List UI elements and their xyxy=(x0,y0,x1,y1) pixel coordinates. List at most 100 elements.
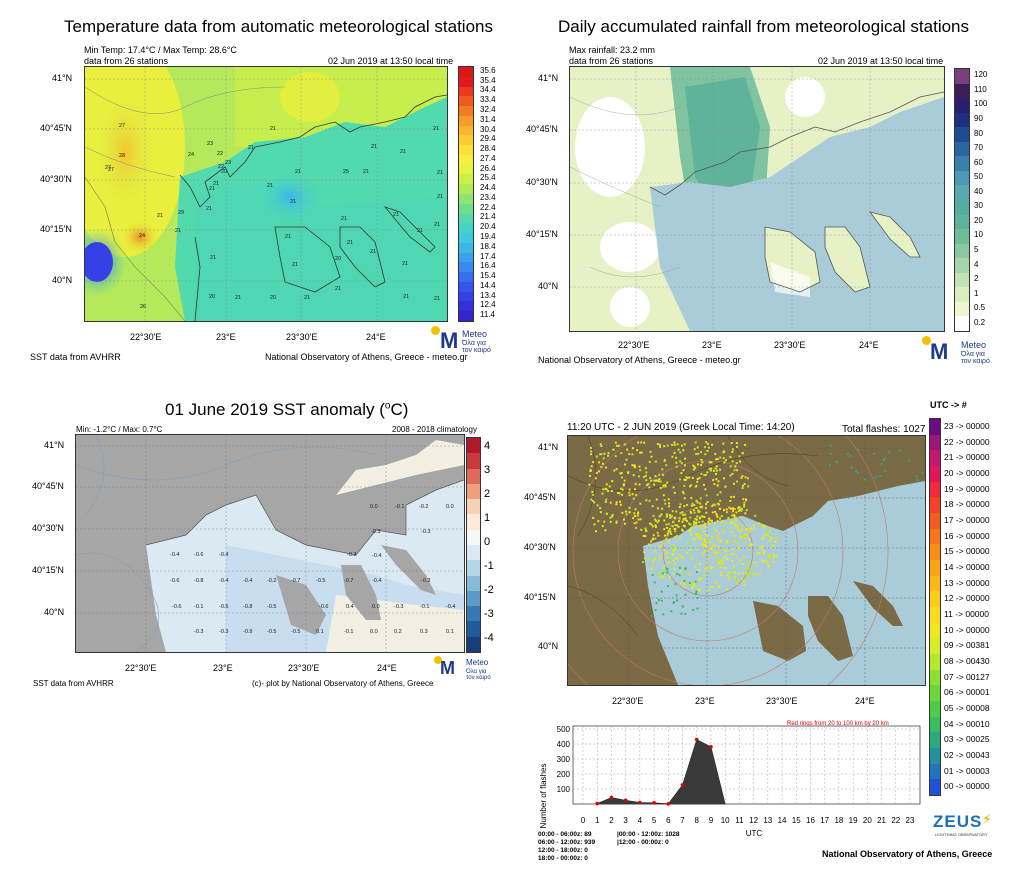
flash-dot xyxy=(768,529,771,532)
flash-dot xyxy=(686,503,689,506)
flash-dot xyxy=(712,503,715,506)
temp-map[interactable]: 27 27 28 27 24 23 22 23 20 22 21 21 21 21 21 21 21 25 21 21… xyxy=(84,66,448,322)
flash-dot xyxy=(724,485,727,488)
flash-dot xyxy=(680,472,683,475)
flash-dot xyxy=(716,458,719,461)
flash-dot xyxy=(690,484,693,487)
flash-dot xyxy=(681,520,684,523)
anomaly-value: -0.7 xyxy=(291,578,300,584)
flash-dot xyxy=(713,527,716,530)
flash-dot xyxy=(637,441,640,444)
hist-xtick: 0 xyxy=(581,816,586,825)
flash-dot xyxy=(725,549,728,552)
flash-dot xyxy=(610,489,613,492)
flash-dot xyxy=(624,510,627,513)
flash-dot xyxy=(880,462,883,465)
flash-dot xyxy=(665,464,668,467)
anomaly-value: -0.9 xyxy=(243,629,252,635)
flash-dot xyxy=(688,529,691,532)
flash-dot xyxy=(668,528,671,531)
temp-colorbar-label: 23.4 xyxy=(480,192,496,202)
flash-dot xyxy=(683,525,686,528)
hist-xtick: 15 xyxy=(792,816,801,825)
flash-dot xyxy=(590,453,593,456)
flash-dot xyxy=(768,538,771,541)
flash-dot xyxy=(666,526,669,529)
flash-dot xyxy=(719,559,722,562)
flash-dot xyxy=(727,571,730,574)
flash-dot xyxy=(631,464,634,467)
flash-dot xyxy=(640,528,643,531)
flash-dot xyxy=(663,458,666,461)
temp-colorbar-label: 33.4 xyxy=(480,95,496,105)
flash-dot xyxy=(708,541,711,544)
flash-dot xyxy=(705,503,708,506)
meteo-logo-tag1: Όλα για xyxy=(466,669,487,675)
anomaly-value: -0.6 xyxy=(172,604,181,610)
flash-dot xyxy=(709,574,712,577)
sst-map[interactable]: 0.0 -0.1 -0.2 0.0 -0.3 -0.3 -0.4 -0.6 -0.4 -0.3 -0… xyxy=(75,434,465,653)
temp-colorbar-label: 31.4 xyxy=(480,114,496,124)
flash-dot xyxy=(693,538,696,541)
anomaly-value: -0.3 xyxy=(219,629,228,635)
flash-dot xyxy=(742,535,745,538)
flash-dot xyxy=(600,445,603,448)
flash-dot xyxy=(659,486,662,489)
flash-dot xyxy=(744,476,747,479)
anomaly-value: -0.3 xyxy=(371,529,380,535)
flash-dot xyxy=(628,452,631,455)
flash-dot xyxy=(715,530,718,533)
flash-dot xyxy=(695,453,698,456)
flash-dot xyxy=(628,506,631,509)
rain-colorbar-cell xyxy=(955,170,969,186)
rain-colorbar-label: 40 xyxy=(974,186,983,196)
sst-colorbar-label: 1 xyxy=(484,512,491,524)
rain-map[interactable] xyxy=(569,66,945,332)
flash-dot xyxy=(679,512,682,515)
flash-dot xyxy=(697,509,700,512)
flash-dot xyxy=(717,559,720,562)
flash-dot xyxy=(763,526,766,529)
flash-dot xyxy=(619,500,622,503)
legend-row: 14 -> 00000 xyxy=(944,561,990,572)
flash-dot xyxy=(638,483,641,486)
flash-dot xyxy=(698,476,701,479)
temp-colorbar-label: 14.4 xyxy=(480,280,496,290)
sun-icon xyxy=(922,336,931,345)
flash-dot xyxy=(670,532,673,535)
flash-dot xyxy=(715,478,718,481)
lightning-map[interactable] xyxy=(567,435,926,686)
lightning-lon-1: 23°E xyxy=(695,696,715,706)
flash-dot xyxy=(695,518,698,521)
flash-dot xyxy=(680,462,683,465)
flash-dot xyxy=(640,451,643,454)
anomaly-value: 0.4 xyxy=(346,604,354,610)
sst-lon-1: 23°E xyxy=(213,663,233,673)
flash-dot xyxy=(731,547,734,550)
rain-colorbar-label: 2 xyxy=(974,274,979,284)
flash-dot xyxy=(673,536,676,539)
flash-dot xyxy=(681,605,684,608)
hist-xtick: 9 xyxy=(709,816,714,825)
flash-dot xyxy=(703,474,706,477)
flash-dot xyxy=(686,551,689,554)
flash-dot xyxy=(648,486,651,489)
flash-dot xyxy=(696,588,699,591)
flash-dot xyxy=(644,467,647,470)
station-value: 21 xyxy=(371,144,377,150)
station-value: 21 xyxy=(292,262,298,268)
flash-dot xyxy=(715,473,718,476)
flash-dot xyxy=(622,518,625,521)
station-value: 29 xyxy=(178,210,184,216)
flash-dot xyxy=(676,443,679,446)
flash-dot xyxy=(701,554,704,557)
flash-dot xyxy=(689,533,692,536)
flash-dot xyxy=(735,578,738,581)
temp-colorbar-cell xyxy=(459,154,473,166)
flash-dot xyxy=(695,560,698,563)
rain-colorbar-cell xyxy=(955,200,969,216)
flash-dot xyxy=(604,466,607,469)
temp-colorbar-label: 35.6 xyxy=(480,65,496,75)
flash-dot xyxy=(645,471,648,474)
flash-dot xyxy=(604,500,607,503)
